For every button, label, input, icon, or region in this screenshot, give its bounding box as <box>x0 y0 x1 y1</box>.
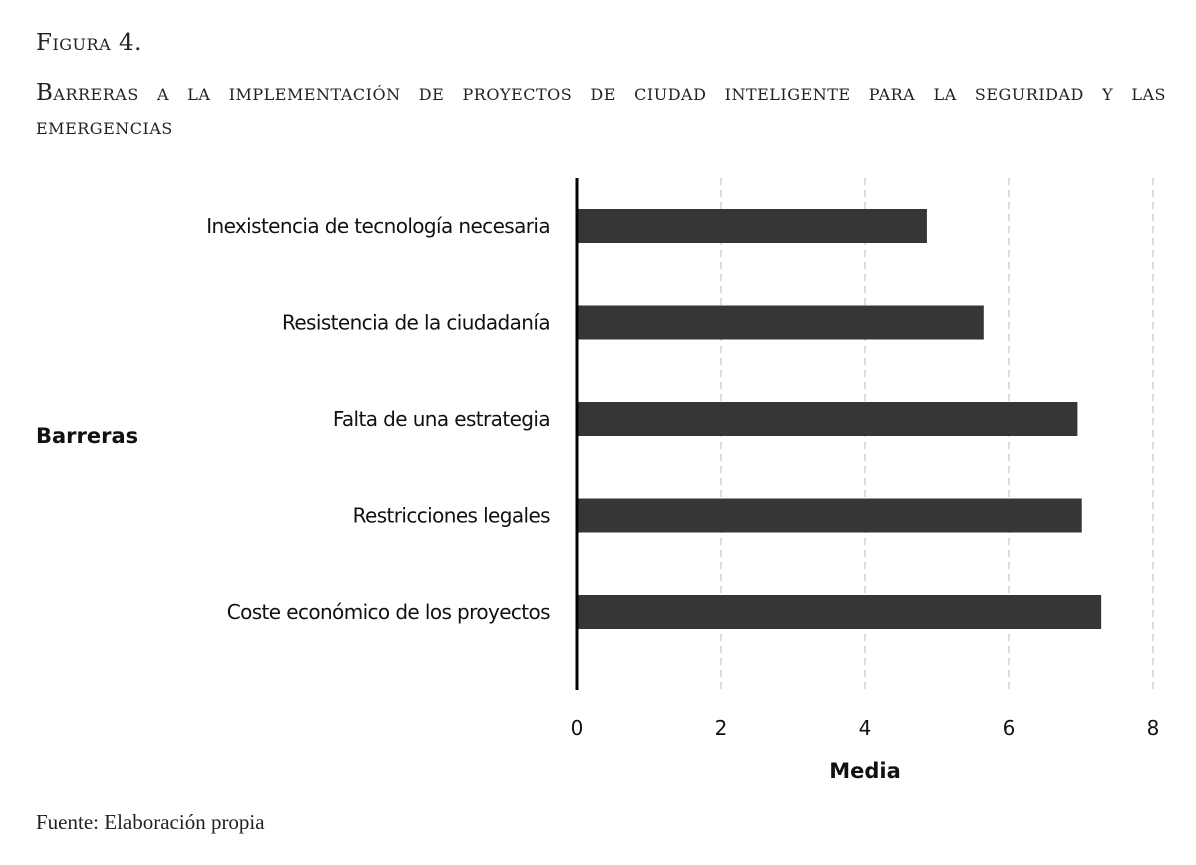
x-tick-label: 4 <box>859 716 872 740</box>
bar <box>577 402 1078 436</box>
figure-label: Figura 4. <box>36 30 142 56</box>
y-axis-title: Barreras <box>36 424 138 448</box>
category-label: Falta de una estrategia <box>333 407 550 431</box>
x-tick-label: 0 <box>571 716 584 740</box>
category-label: Resistencia de la ciudadanía <box>282 311 550 335</box>
category-label: Restricciones legales <box>353 504 551 528</box>
x-tick-label: 2 <box>715 716 728 740</box>
bar <box>577 305 984 340</box>
category-label: Coste económico de los proyectos <box>227 600 550 624</box>
figure-caption: Barreras a la implementación de proyecto… <box>36 80 1166 140</box>
bar <box>577 209 927 243</box>
x-axis-title: Media <box>829 759 901 783</box>
source-note: Fuente: Elaboración propia <box>36 810 265 834</box>
bar <box>577 498 1082 533</box>
category-label: Inexistencia de tecnología necesaria <box>206 214 550 238</box>
x-tick-label: 6 <box>1003 716 1016 740</box>
bar <box>577 595 1102 629</box>
x-tick-label: 8 <box>1147 716 1160 740</box>
